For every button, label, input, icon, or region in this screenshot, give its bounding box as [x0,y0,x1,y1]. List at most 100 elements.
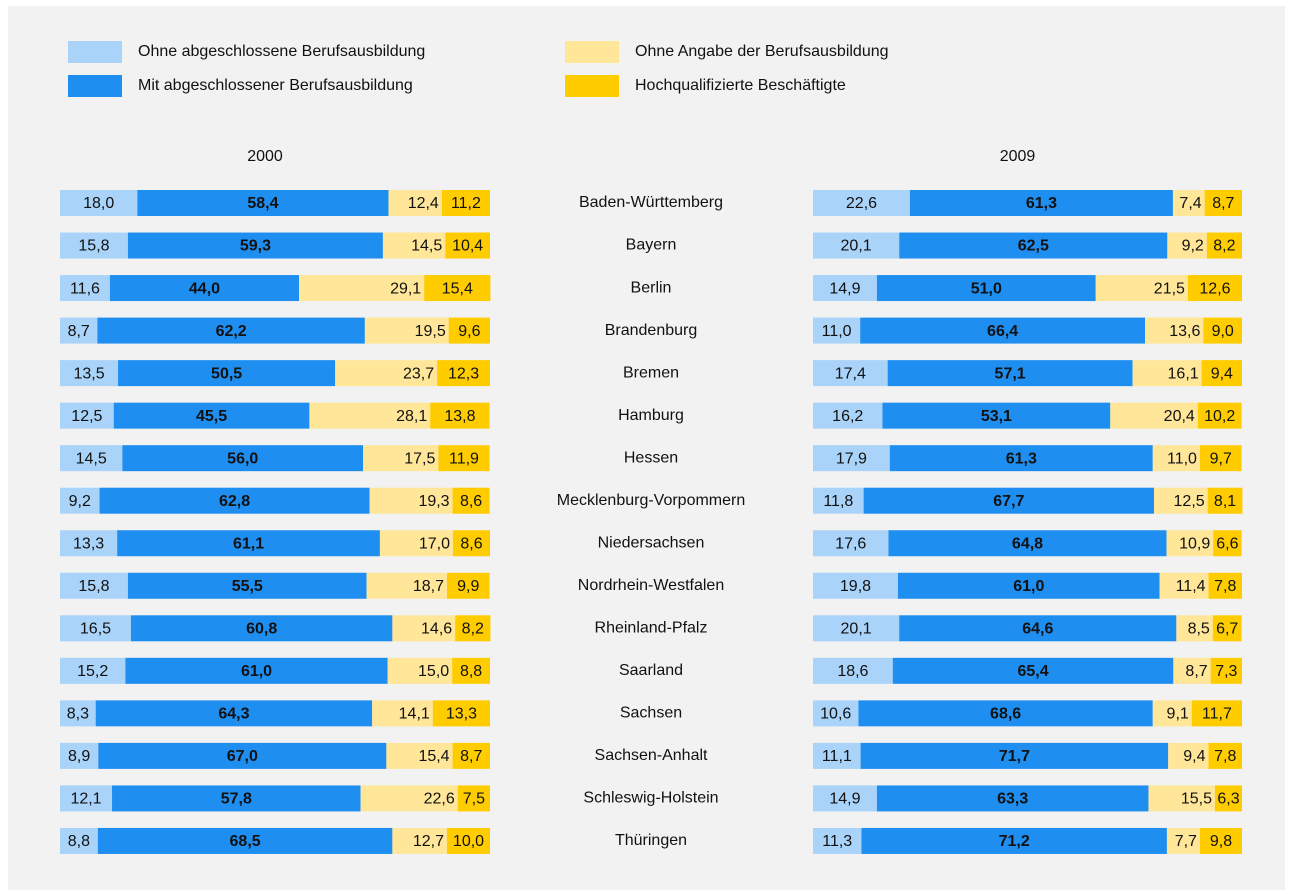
bar-segment [452,657,490,684]
value-label: 22,6 [846,195,877,212]
bar-segment [813,615,900,642]
bar-segment [1208,742,1242,769]
bar-segment [137,190,389,216]
value-label: 18,6 [837,663,868,680]
value-label: 9,2 [69,493,91,510]
value-label: 8,7 [68,323,90,340]
bar-segment [97,827,393,854]
value-label: 44,0 [189,280,220,297]
value-label: 9,2 [1182,238,1204,255]
bar-segment [813,317,861,344]
bar-segment [813,572,898,599]
value-label: 17,9 [836,450,867,467]
category-label: Sachsen-Anhalt [595,747,709,764]
bar-segment [1187,275,1242,302]
bar-segment [109,275,300,302]
value-label: 7,8 [1214,748,1236,765]
bar-segment [1110,402,1198,429]
bar-segment [887,360,1133,387]
value-label: 6,3 [1217,791,1239,808]
bar-segment [876,275,1096,302]
value-label: 51,0 [971,280,1002,297]
value-label: 19,3 [418,493,449,510]
panel-title: 2009 [1000,148,1036,165]
value-label: 8,2 [462,621,484,638]
bar-segment [309,402,431,429]
value-label: 71,2 [999,833,1030,850]
value-label: 15,0 [418,663,449,680]
bar-segment [1159,572,1209,599]
bar-segment [813,530,889,557]
bar-segment [1207,487,1243,514]
value-label: 45,5 [196,408,227,425]
bar-segment [1203,317,1242,344]
bar-segment [382,232,446,259]
bar-segment [1212,615,1242,642]
value-label: 13,3 [446,706,477,723]
value-label: 9,8 [1210,833,1232,850]
value-label: 22,6 [424,791,455,808]
value-label: 11,0 [822,323,852,340]
bar-segment [1199,445,1242,472]
bar-segment [113,402,310,429]
bar-segment [1132,360,1202,387]
value-label: 9,7 [1210,450,1232,467]
bar-segment [125,657,388,684]
value-label: 62,8 [219,493,250,510]
value-label: 15,4 [442,280,473,297]
value-label: 12,4 [408,195,439,212]
value-label: 68,6 [990,706,1021,723]
value-label: 7,4 [1179,195,1201,212]
bar-segment [424,275,491,302]
value-label: 61,1 [233,535,264,552]
bar-segment [1154,487,1208,514]
value-label: 8,6 [460,493,482,510]
value-label: 18,7 [413,578,444,595]
bar-segment [861,827,1167,854]
bar-segment [813,232,900,259]
bar-segment [909,190,1173,216]
category-label: Hessen [624,449,678,466]
value-label: 7,3 [1215,663,1237,680]
value-label: 71,7 [999,748,1030,765]
value-label: 65,4 [1018,663,1049,680]
value-label: 10,4 [452,238,483,255]
bar-segment [60,700,96,727]
value-label: 61,3 [1006,450,1037,467]
bar-segment [813,700,859,727]
value-label: 9,4 [1183,748,1205,765]
legend-label: Mit abgeschlossener Berufsausbildung [138,77,413,94]
value-label: 8,8 [460,663,482,680]
value-label: 11,8 [823,493,853,510]
category-label: Thüringen [615,832,687,849]
bar-segment [60,785,113,812]
bar-segment [60,275,110,302]
value-label: 11,9 [449,450,479,467]
value-label: 15,8 [78,238,109,255]
bar-segment [889,445,1153,472]
value-label: 19,5 [415,323,446,340]
value-label: 13,3 [73,535,104,552]
value-label: 61,0 [1013,578,1044,595]
bar-segment [1166,530,1214,557]
value-label: 14,5 [411,238,442,255]
bar-segment [95,700,373,727]
value-label: 20,1 [841,621,872,638]
value-label: 61,3 [1026,195,1057,212]
bar-segment [888,530,1167,557]
value-label: 17,5 [404,450,435,467]
bar-segment [386,742,453,769]
bar-segment [97,317,365,344]
value-label: 50,5 [211,365,242,382]
bar-segment [60,572,128,599]
value-label: 7,7 [1175,833,1197,850]
bar-segment [813,402,883,429]
value-label: 15,8 [78,578,109,595]
category-label: Nordrhein-Westfalen [578,577,724,594]
category-label: Niedersachsen [598,534,705,551]
bar-segment [127,232,383,259]
value-label: 67,7 [993,493,1024,510]
value-label: 63,3 [997,791,1028,808]
value-label: 8,6 [460,535,482,552]
value-label: 68,5 [230,833,261,850]
